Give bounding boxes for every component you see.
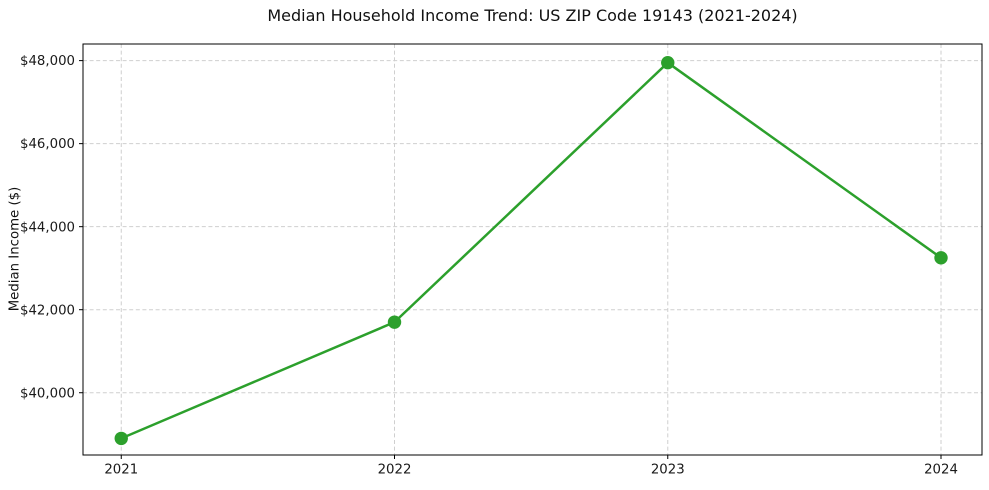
x-tick-label: 2021 (104, 463, 138, 478)
x-tick-label: 2023 (651, 463, 685, 478)
data-point-2022 (387, 315, 402, 329)
y-tick-label: $44,000 (20, 220, 75, 235)
axes-frame (82, 43, 983, 456)
y-tick-label: $46,000 (20, 137, 75, 152)
chart-title: Median Household Income Trend: US ZIP Co… (267, 6, 798, 25)
y-tick-label: $40,000 (20, 386, 75, 401)
y-tick-label: $48,000 (20, 54, 75, 69)
data-point-2023 (661, 55, 675, 70)
data-point-2021 (114, 431, 128, 446)
x-tick-label: 2022 (378, 463, 412, 478)
x-tick-label: 2024 (924, 463, 958, 478)
trend-line (120, 61, 943, 440)
data-point-2024 (934, 251, 948, 265)
y-tick-label: $42,000 (20, 303, 75, 318)
